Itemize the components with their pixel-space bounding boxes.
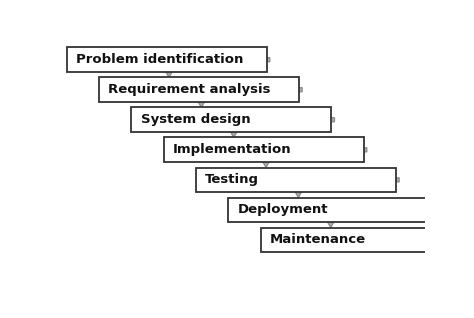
- Bar: [196, 168, 396, 192]
- Bar: [164, 137, 364, 162]
- Text: Problem identification: Problem identification: [76, 53, 243, 66]
- Polygon shape: [325, 208, 431, 228]
- Bar: [131, 107, 331, 132]
- Text: Requirement analysis: Requirement analysis: [108, 83, 271, 96]
- Polygon shape: [261, 148, 367, 168]
- Bar: [99, 77, 299, 102]
- Text: Deployment: Deployment: [237, 204, 328, 216]
- Text: Testing: Testing: [205, 173, 259, 186]
- Text: Maintenance: Maintenance: [270, 233, 366, 246]
- Text: System design: System design: [140, 113, 250, 126]
- Bar: [66, 47, 267, 72]
- Text: Implementation: Implementation: [173, 143, 292, 156]
- Bar: [261, 228, 461, 252]
- Bar: [228, 197, 428, 222]
- Polygon shape: [164, 58, 270, 77]
- Polygon shape: [228, 118, 335, 137]
- Polygon shape: [293, 178, 399, 197]
- Polygon shape: [196, 88, 302, 107]
